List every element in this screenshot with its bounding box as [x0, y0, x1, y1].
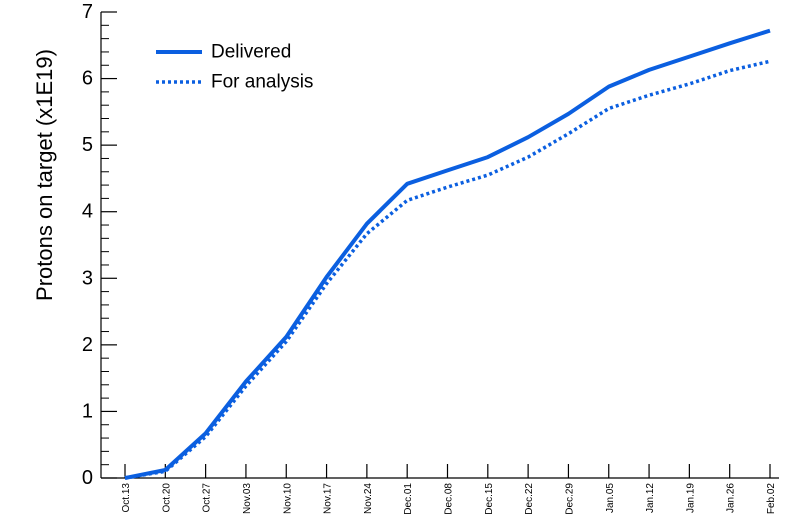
y-tick-label: 0	[82, 467, 93, 489]
x-tick-label: Jan.19	[685, 483, 696, 513]
y-tick-label: 4	[82, 201, 93, 223]
x-tick-label: Dec.08	[444, 483, 455, 515]
axes	[100, 12, 779, 479]
x-tick-label: Nov.03	[242, 483, 253, 514]
y-tick-label: 7	[82, 1, 93, 23]
x-tick-label: Nov.10	[282, 483, 293, 514]
y-tick-label: 3	[82, 267, 93, 289]
series-line-0	[124, 28, 771, 480]
legend: Delivered For analysis	[156, 42, 313, 93]
x-tick-label: Dec.15	[484, 483, 495, 515]
legend-label-0: Delivered	[211, 42, 291, 63]
x-tick-label: Nov.24	[363, 483, 374, 514]
x-tick-label: Oct.27	[202, 483, 213, 513]
y-tick-label: 6	[82, 68, 93, 90]
x-tick-label: Jan.12	[645, 483, 656, 513]
x-tick-label: Dec.22	[524, 483, 535, 515]
x-tick-label: Oct.13	[121, 483, 132, 513]
series-line-1	[124, 59, 771, 480]
x-ticks: Oct.13 Oct.20 Oct.27 Nov.03 Nov.10 Nov.17 Nov.…	[121, 464, 777, 515]
legend-label-1: For analysis	[211, 72, 313, 93]
series-lines	[124, 28, 771, 480]
y-tick-label: 1	[82, 400, 93, 422]
y-axis-title: Protons on target (x1E19)	[32, 49, 57, 301]
y-axis-title-group: Protons on target (x1E19)	[32, 49, 57, 301]
y-tick-label: 5	[82, 134, 93, 156]
x-tick-label: Jan.05	[605, 483, 616, 513]
x-tick-label: Jan.26	[726, 483, 737, 513]
y-tick-label: 2	[82, 334, 93, 356]
x-tick-label: Dec.29	[564, 483, 575, 515]
x-tick-label: Feb.02	[766, 483, 777, 515]
x-tick-label: Dec.01	[403, 483, 414, 515]
y-ticks: 0 1 2 3 4 5 6 7	[82, 1, 117, 489]
x-tick-label: Nov.17	[323, 483, 334, 514]
x-tick-label: Oct.20	[161, 483, 172, 513]
